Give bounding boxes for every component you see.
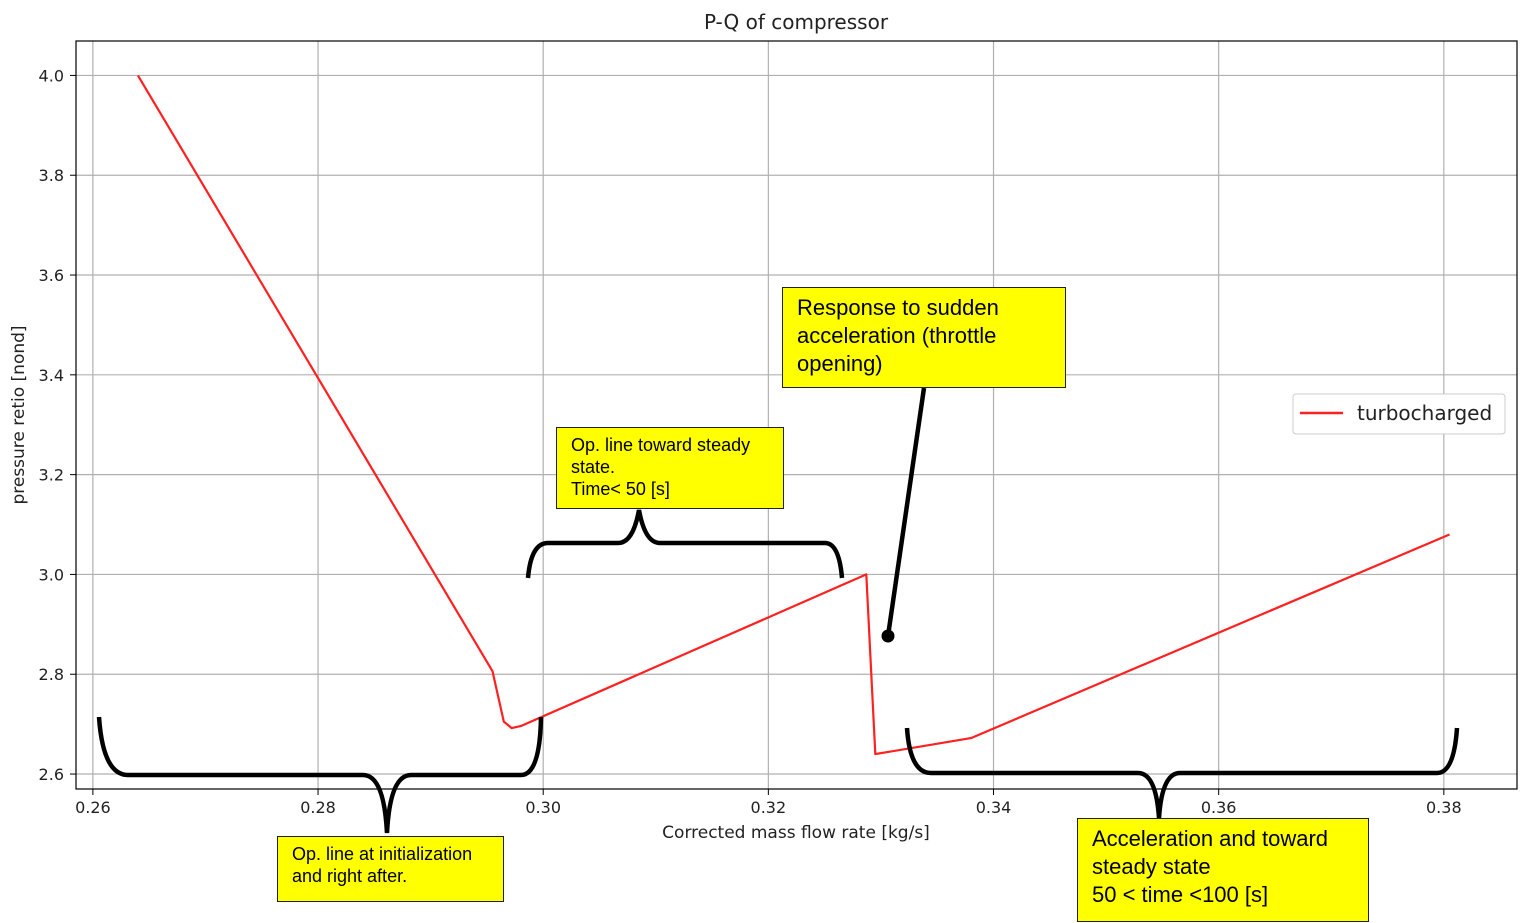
y-tick-label: 3.2 (39, 466, 64, 485)
y-tick-label: 3.0 (39, 565, 64, 584)
legend: turbocharged (1292, 393, 1506, 435)
x-tick-label: 0.32 (751, 798, 787, 817)
x-tick-label: 0.36 (1201, 798, 1237, 817)
x-tick-label: 0.34 (976, 798, 1012, 817)
y-tick-label: 2.8 (39, 665, 64, 684)
plot-area-frame (75, 40, 1518, 790)
brace-initialization (96, 716, 544, 834)
annotation-throttle-response: Response to sudden acceleration (throttl… (782, 287, 1066, 388)
y-tick-label: 3.4 (39, 366, 64, 385)
x-tick-label: 0.38 (1426, 798, 1462, 817)
chart-title: P-Q of compressor (704, 10, 889, 34)
series-layer (136, 74, 1450, 756)
y-tick-label: 2.6 (39, 765, 64, 784)
legend-label-turbocharged: turbocharged (1357, 401, 1492, 425)
annotation-acceleration: Acceleration and toward steady state 50 … (1077, 818, 1369, 922)
x-tick-label: 0.28 (300, 798, 336, 817)
legend-box (1292, 393, 1506, 435)
y-axis-label: pressure retio [nond] (9, 325, 29, 504)
x-tick-label: 0.26 (75, 798, 111, 817)
y-tick-label: 3.6 (39, 266, 64, 285)
brace-steady-state (525, 509, 845, 579)
y-tick-label: 3.8 (39, 166, 64, 185)
x-axis-label: Corrected mass flow rate [kg/s] (662, 823, 930, 843)
y-tick-label: 4.0 (39, 66, 64, 85)
annotation-steady-state: Op. line toward steady state. Time< 50 [… (556, 427, 784, 509)
annotation-initialization: Op. line at initialization and right aft… (277, 836, 504, 902)
y-axis-ticks: 2.6 2.8 3.0 3.2 3.4 3.6 3.8 4.0 (39, 66, 76, 784)
x-tick-label: 0.30 (525, 798, 561, 817)
throttle-pointer-dot (881, 629, 895, 643)
series-line-turbocharged (136, 74, 1450, 756)
throttle-pointer-line (885, 387, 927, 637)
x-axis-ticks: 0.26 0.28 0.30 0.32 0.34 0.36 0.38 (75, 789, 1462, 817)
